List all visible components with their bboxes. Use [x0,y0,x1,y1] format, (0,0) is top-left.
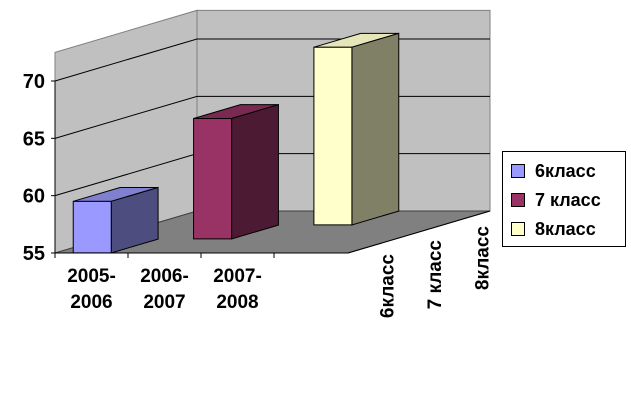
x-tick-label: 2007-2008 [213,266,262,313]
y-tick-label: 55 [23,243,45,265]
bar-1 [72,186,159,254]
legend-label: 7 класс [535,189,601,210]
legend-swatch [511,164,525,178]
y-tick-label: 70 [23,71,45,93]
x-tick-label: 2005-2006 [67,266,116,313]
legend-swatch [511,222,525,236]
bar-side [351,32,400,226]
depth-tick-label: 8класс [472,226,493,291]
legend-label: 6класс [535,160,596,181]
x-axis-ticks: 2005-2006 2006-2007 2007-2008 [54,253,275,313]
y-tick-label: 60 [23,186,45,208]
depth-tick-label: 6класс [378,254,399,319]
x-tick-label: 2006-2007 [140,266,189,313]
y-tick-label: 65 [23,128,45,150]
bar-3 [313,32,400,226]
legend-swatch [511,193,525,207]
y-axis-ticks: 55 60 65 70 [23,71,55,265]
depth-axis-line [347,210,491,254]
bar-2 [193,104,279,240]
chart-legend: 6класс 7 класс 8класс [502,151,626,247]
chart-bars [72,32,400,254]
legend-item: 7 класс [511,188,601,212]
legend-item: 6класс [511,159,596,183]
bar-side [231,104,279,240]
legend-label: 8класс [535,218,596,239]
bar-front [313,46,353,226]
depth-tick-label: 7 класс [425,240,446,310]
bar-front [193,118,233,240]
depth-axis-ticks: 6класс 7 класс 8класс [378,226,494,319]
legend-item: 8класс [511,217,596,241]
bar-front [72,200,112,254]
